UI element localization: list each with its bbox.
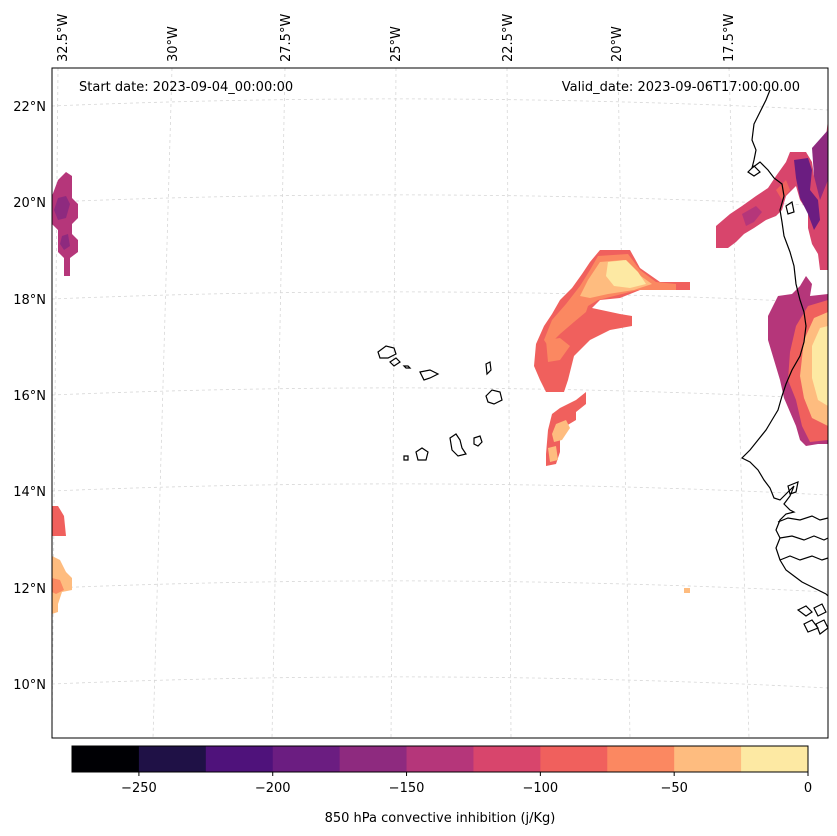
bijagos-1 (796, 605, 813, 617)
island-santa-luzia (402, 365, 412, 369)
lon-label-30w: 30°W (166, 26, 181, 62)
cin-area-w-3 (52, 578, 64, 594)
cin-contours (52, 120, 828, 614)
map-background (52, 68, 828, 738)
longitude-labels: 32.5°W 30°W 27.5°W 25°W 22.5°W 20°W 17.5… (56, 14, 737, 62)
colorbar-tick-label: −150 (389, 781, 425, 796)
cin-area-central-mid (544, 254, 676, 346)
cin-area-central-tail (546, 338, 570, 362)
africa-coast (740, 89, 829, 597)
colorbar-swatch-1 (138, 746, 207, 772)
lon-label-25w: 25°W (389, 26, 404, 62)
colorbar-tick-label: −200 (255, 781, 291, 796)
island-santiago (449, 433, 467, 457)
parallel-20n (51, 194, 829, 207)
latitude-labels: 22°N 20°N 18°N 16°N 14°N 12°N 10°N (13, 100, 46, 693)
lat-label-22n: 22°N (13, 100, 46, 115)
colorbar-swatch-4 (339, 746, 408, 772)
lon-label-22-5w: 22.5°W (501, 14, 516, 62)
parallel-14n (51, 483, 829, 496)
meridian-27-5w (271, 67, 286, 739)
parallel-10n (51, 676, 829, 689)
lon-label-27-5w: 27.5°W (279, 14, 294, 62)
island-sao-vicente (389, 357, 401, 367)
cin-area-nw-core2 (60, 234, 70, 250)
lat-label-16n: 16°N (13, 389, 46, 404)
lon-label-32-5w: 32.5°W (56, 14, 71, 62)
colorbar-swatch-10 (741, 746, 809, 772)
cin-area-central-core (606, 260, 646, 288)
cin-area-south-light2 (548, 446, 558, 462)
island-sal (485, 361, 492, 376)
cin-speck (684, 588, 690, 593)
colorbar-ticks: −250 −200 −150 −100 −50 0 (121, 772, 812, 796)
graticule (51, 67, 829, 739)
colorbar-tick-label: 0 (804, 781, 812, 796)
coastlines (377, 89, 829, 635)
parallel-16n (51, 387, 829, 400)
island-boa-vista (485, 389, 503, 405)
colorbar-swatch-6 (473, 746, 541, 772)
coast-detail-3 (779, 535, 829, 541)
meridian-22-5w (506, 67, 512, 739)
bijagos-2 (813, 603, 827, 617)
colorbar: −250 −200 −150 −100 −50 0 850 hPa convective … (71, 745, 812, 826)
lat-label-18n: 18°N (13, 293, 46, 308)
coast-detail-5 (787, 481, 799, 495)
island-maio (473, 435, 483, 447)
colorbar-swatch-5 (406, 746, 474, 772)
colorbar-tick-label: −250 (121, 781, 157, 796)
cin-area-nw-core (54, 196, 70, 220)
island-santo-antao (377, 345, 397, 359)
parallel-12n (51, 580, 829, 593)
cin-area-w-1 (52, 506, 66, 536)
meridian-20w (617, 67, 631, 739)
island-fogo (415, 447, 429, 461)
lon-label-20w: 20°W (610, 26, 625, 62)
meridian-17-5w (728, 67, 750, 739)
cin-area-south-light (552, 420, 570, 442)
colorbar-swatches (72, 746, 809, 772)
parallel-22n (51, 98, 829, 111)
colorbar-frame (71, 745, 809, 773)
lat-label-12n: 12°N (13, 582, 46, 597)
colorbar-swatch-8 (607, 746, 675, 772)
lat-label-20n: 20°N (13, 196, 46, 211)
colorbar-tick-label: −50 (660, 781, 687, 796)
cin-area-ne-patch (742, 206, 762, 226)
colorbar-swatch-2 (205, 746, 274, 772)
lat-label-14n: 14°N (13, 485, 46, 500)
colorbar-swatch-3 (272, 746, 341, 772)
meridian-30w (152, 67, 173, 739)
island-sao-nicolau (419, 369, 440, 381)
colorbar-swatch-0 (72, 746, 140, 772)
meridian-32-5w (51, 67, 59, 739)
colorbar-swatch-9 (674, 746, 742, 772)
coast-detail-1 (747, 165, 761, 177)
lat-label-10n: 10°N (13, 678, 46, 693)
coast-detail-2 (785, 201, 795, 215)
island-brava (403, 455, 409, 461)
cin-area-ne-core (794, 158, 820, 230)
map-frame (51, 67, 829, 739)
lon-label-17-5w: 17.5°W (722, 14, 737, 62)
parallel-18n (51, 291, 829, 304)
cin-area-e-core (812, 326, 828, 406)
colorbar-swatch-7 (540, 746, 608, 772)
colorbar-tick-label: −100 (523, 781, 559, 796)
cin-area-ne-core2 (812, 130, 828, 200)
colorbar-label: 850 hPa convective inhibition (j/Kg) (325, 811, 556, 826)
cin-area-ne-outer (716, 120, 828, 270)
start-date-text: Start date: 2023-09-04_00:00:00 (79, 80, 293, 95)
gambia-river (777, 515, 829, 523)
valid-date-text: Valid_date: 2023-09-06T17:00:00.00 (562, 80, 800, 95)
meridian-25w (390, 67, 397, 739)
coast-detail-4 (779, 555, 829, 561)
